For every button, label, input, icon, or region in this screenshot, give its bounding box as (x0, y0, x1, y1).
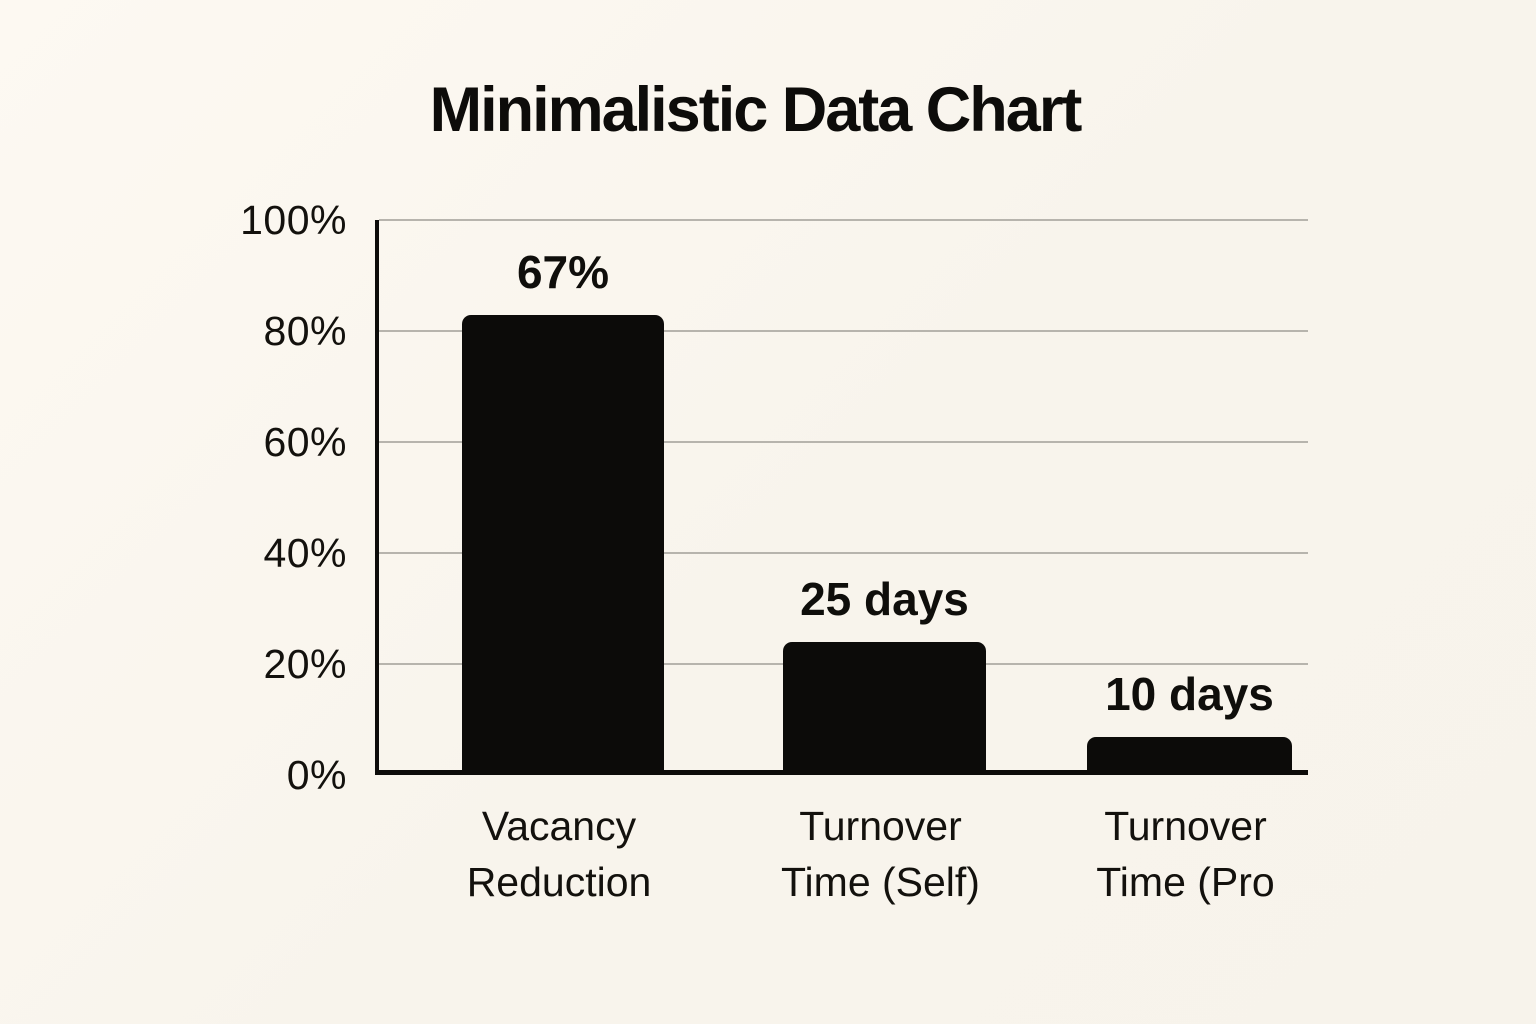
gridline-100pct (379, 219, 1308, 221)
gridline-60pct (379, 441, 1308, 443)
bar-turnover-time-self (783, 642, 986, 770)
y-tick-label-20: 20% (263, 641, 347, 687)
plot-area: 67% 25 days 10 days (375, 219, 1308, 775)
y-tick-label-40: 40% (263, 530, 347, 576)
bar-turnover-time-pro (1087, 737, 1292, 770)
y-tick-label-60: 60% (263, 419, 347, 465)
x-label-turnover-time-self: Turnover Time (Self) (781, 803, 980, 905)
chart-title: Minimalistic Data Chart (429, 75, 1083, 145)
value-label-vacancy-reduction: 67% (516, 246, 610, 298)
y-tick-label-100: 100% (240, 197, 347, 243)
value-label-turnover-time-self: 25 days (800, 573, 969, 625)
value-label-turnover-time-pro: 10 days (1105, 668, 1274, 720)
bar-vacancy-reduction (462, 315, 664, 770)
gridline-80pct (379, 330, 1308, 332)
x-label-turnover-time-pro: Turnover Time (Pro (1096, 803, 1275, 905)
y-tick-label-0: 0% (286, 752, 347, 798)
gridline-40pct (379, 552, 1308, 554)
y-tick-label-80: 80% (263, 308, 347, 354)
x-label-vacancy-reduction: Vacancy Reduction (466, 803, 652, 905)
